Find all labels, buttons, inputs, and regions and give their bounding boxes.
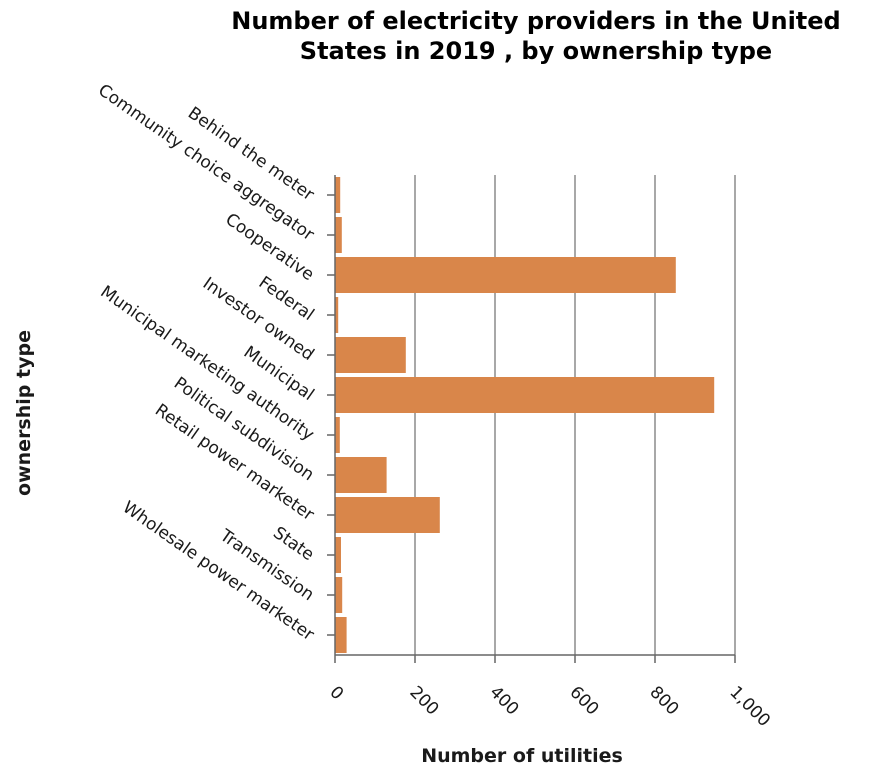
x-tick-label: 600 (565, 682, 602, 719)
bars (335, 177, 715, 653)
x-tick-label: 1,000 (725, 682, 774, 731)
bar (335, 177, 341, 213)
chart-title-line-2: States in 2019 , by ownership type (299, 37, 773, 65)
axes (327, 175, 736, 663)
chart-title: Number of electricity providers in the U… (200, 6, 872, 66)
x-tick-label: 200 (405, 682, 442, 719)
x-tick-labels: 0 200 400 600 800 1,000 (325, 682, 774, 731)
chart-title-line-1: Number of electricity providers in the U… (231, 7, 841, 35)
bar (335, 617, 347, 653)
bar (335, 537, 341, 573)
grid-lines (414, 175, 736, 655)
x-tick-label: 400 (485, 682, 522, 719)
bar (335, 337, 406, 373)
bar (335, 497, 440, 533)
y-tick-label: Community choice aggregator (94, 80, 317, 245)
bar (335, 457, 387, 493)
bar (335, 577, 343, 613)
bar (335, 257, 676, 293)
bar (335, 217, 342, 253)
bar (335, 297, 339, 333)
x-tick-label: 800 (645, 682, 682, 719)
bar (335, 377, 715, 413)
y-axis-title: ownership type (13, 330, 35, 496)
x-tick-label: 0 (325, 682, 347, 704)
x-axis-title: Number of utilities (421, 745, 623, 767)
bar (335, 417, 340, 453)
